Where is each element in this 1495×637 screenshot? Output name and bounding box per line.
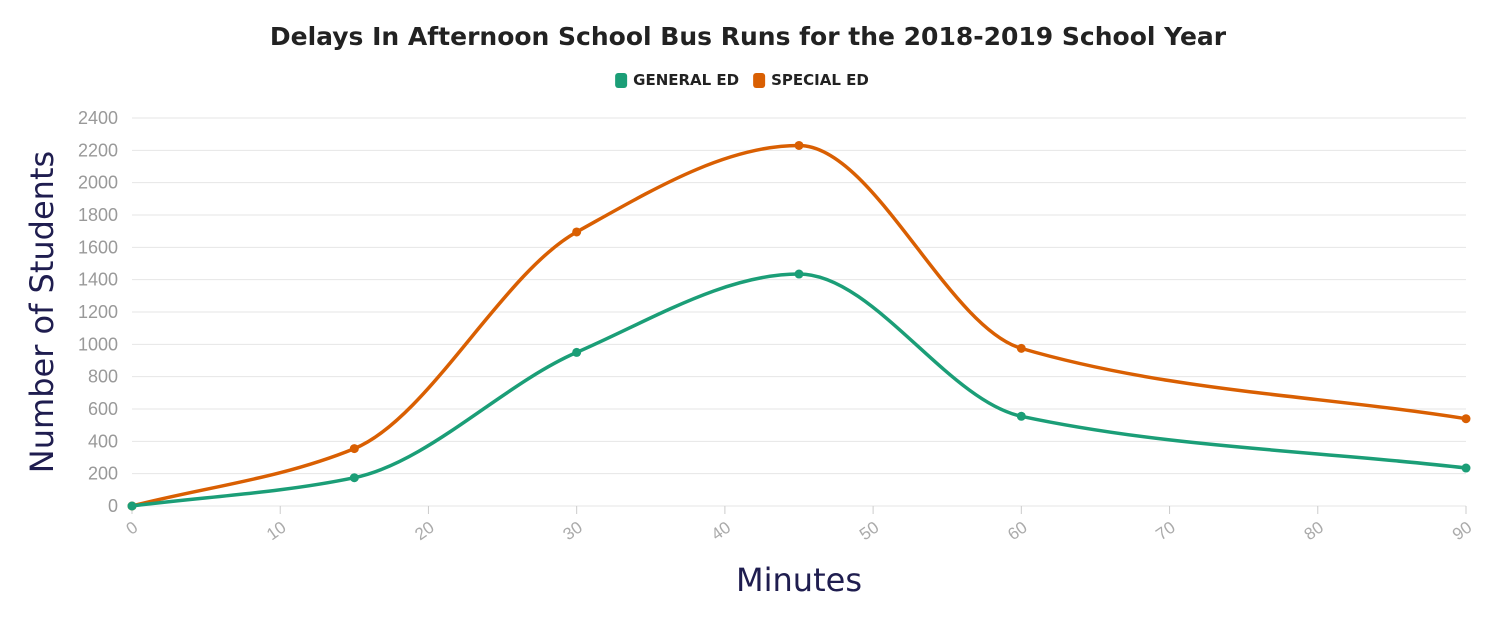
y-tick-label: 1000: [78, 334, 118, 354]
x-axis-title: Minutes: [736, 561, 862, 599]
x-axis-ticks: 0 10 20 30 40 50 60 70 80 90: [123, 506, 1475, 544]
y-tick-label: 400: [88, 431, 118, 451]
data-point-general-ed[interactable]: [572, 347, 582, 357]
legend: GENERAL ED SPECIAL ED: [615, 71, 869, 89]
legend-item-general-ed[interactable]: GENERAL ED: [615, 71, 739, 89]
series-line-general-ed: [130, 272, 1468, 508]
y-tick-label: 600: [88, 399, 118, 419]
gridlines: [132, 117, 1466, 507]
data-point-general-ed[interactable]: [794, 269, 804, 279]
x-tick-label: 80: [1301, 518, 1327, 544]
legend-label: SPECIAL ED: [771, 71, 869, 89]
legend-label: GENERAL ED: [633, 71, 739, 89]
x-tick-label: 60: [1004, 518, 1030, 544]
series-group: [127, 140, 1471, 511]
x-tick-label: 90: [1449, 518, 1475, 544]
y-tick-label: 2000: [78, 173, 118, 193]
y-tick-label: 1400: [78, 270, 118, 290]
y-tick-label: 1200: [78, 302, 118, 322]
data-point-general-ed[interactable]: [1461, 463, 1471, 473]
y-tick-label: 1800: [78, 205, 118, 225]
y-tick-label: 2200: [78, 140, 118, 160]
x-tick-label: 70: [1152, 518, 1178, 544]
y-tick-label: 1600: [78, 237, 118, 257]
data-point-special-ed[interactable]: [1461, 414, 1471, 424]
x-tick-label: 40: [708, 518, 734, 544]
y-tick-label: 200: [88, 464, 118, 484]
y-tick-label: 0: [108, 496, 118, 516]
x-tick-label: 30: [560, 518, 586, 544]
x-tick-label: 10: [263, 518, 289, 544]
x-tick-label: 50: [856, 518, 882, 544]
data-point-special-ed[interactable]: [572, 227, 582, 237]
series-line-special-ed: [130, 143, 1468, 508]
legend-swatch: [753, 73, 766, 88]
data-point-special-ed[interactable]: [1016, 343, 1026, 353]
chart-title: Delays In Afternoon School Bus Runs for …: [270, 22, 1227, 51]
data-point-general-ed[interactable]: [1016, 411, 1026, 421]
y-axis-ticks: 0 200 400 600 800 1000 1200 1400 1600 1800 2000 220…: [78, 108, 118, 516]
data-point-general-ed[interactable]: [127, 501, 137, 511]
y-tick-label: 2400: [78, 108, 118, 128]
x-tick-label: 0: [123, 518, 142, 539]
y-tick-label: 800: [88, 367, 118, 387]
data-point-general-ed[interactable]: [349, 473, 359, 483]
legend-swatch: [615, 73, 628, 88]
legend-item-special-ed[interactable]: SPECIAL ED: [753, 71, 869, 89]
data-point-special-ed[interactable]: [794, 140, 804, 150]
y-axis-title: Number of Students: [23, 151, 61, 473]
x-tick-label: 20: [411, 518, 437, 544]
data-point-special-ed[interactable]: [349, 444, 359, 454]
